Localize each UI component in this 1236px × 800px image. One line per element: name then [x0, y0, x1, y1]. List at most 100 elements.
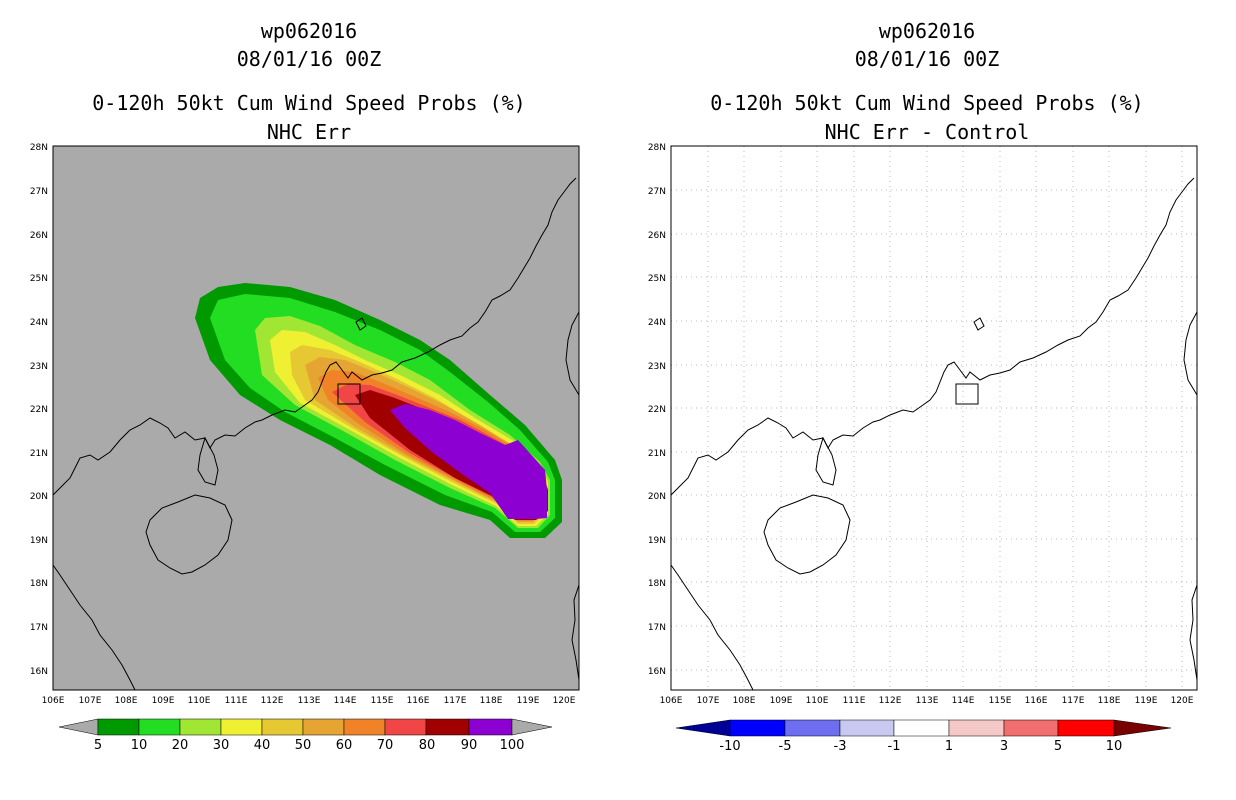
vietnam-coastline: [670, 564, 754, 691]
lon-label: 116E: [407, 696, 430, 706]
colorbar-label: 5: [94, 738, 102, 753]
lat-label: 18N: [30, 579, 48, 589]
lat-label: 26N: [30, 231, 48, 241]
left-product-title: 0-120h 50kt Cum Wind Speed Probs (%): [92, 91, 526, 115]
colorbar-label: 5: [1054, 739, 1062, 754]
leizhou-peninsula: [815, 436, 837, 486]
colorbar-label: 50: [295, 738, 312, 753]
lat-label: 21N: [30, 449, 48, 459]
lon-label: 118E: [480, 696, 503, 706]
colorbar-label: -3: [834, 739, 847, 754]
lat-label: 16N: [648, 667, 666, 677]
left-map: 28N 27N 26N 25N 24N 23N 22N 21N 20N 19N …: [30, 143, 580, 753]
lon-label: 119E: [1135, 696, 1158, 706]
colorbar-swatch: [302, 718, 345, 736]
leizhou-peninsula: [197, 436, 219, 486]
colorbar-swatch: [179, 718, 222, 736]
lon-label: 115E: [989, 696, 1012, 706]
lon-label: 117E: [1062, 696, 1085, 706]
lon-label: 108E: [115, 696, 138, 706]
lat-label: 19N: [648, 536, 666, 546]
colorbar-swatch: [893, 719, 950, 737]
lon-label: 107E: [79, 696, 102, 706]
colorbar-low-arrow: [58, 718, 99, 736]
hong-kong-box: [337, 383, 361, 405]
wind-probability-swath: [195, 283, 562, 538]
china-coastline: [670, 177, 1195, 496]
taiwan-coast: [565, 311, 580, 396]
left-coastlines: [52, 177, 580, 691]
lat-label: 23N: [30, 362, 48, 372]
colorbar-label: 80: [419, 738, 436, 753]
left-subtitle: NHC Err: [266, 120, 352, 144]
lon-label: 111E: [843, 696, 866, 706]
island-small: [355, 317, 367, 331]
lon-label: 114E: [952, 696, 975, 706]
lat-label: 22N: [30, 405, 48, 415]
colorbar-swatch: [138, 718, 181, 736]
lon-label: 113E: [298, 696, 321, 706]
lat-label: 26N: [648, 231, 666, 241]
lat-label: 27N: [648, 187, 666, 197]
lat-label: 20N: [648, 492, 666, 502]
lat-label: 17N: [30, 623, 48, 633]
lon-label: 116E: [1025, 696, 1048, 706]
colorbar-label: 1: [945, 739, 953, 754]
hong-kong-box: [955, 383, 979, 405]
lon-label: 118E: [1098, 696, 1121, 706]
lon-label: 109E: [770, 696, 793, 706]
right-subtitle: NHC Err - Control: [824, 120, 1030, 144]
lon-label: 109E: [152, 696, 175, 706]
lon-label: 112E: [879, 696, 902, 706]
colorbar-label: 10: [131, 738, 148, 753]
lat-label: 25N: [30, 274, 48, 284]
lon-label: 117E: [444, 696, 467, 706]
colorbar-swatch: [97, 718, 140, 736]
lon-label: 106E: [660, 696, 683, 706]
vietnam-coastline: [52, 564, 136, 691]
left-colorbar: 5 10 20 30 40 50 60 70 80 90 100: [58, 718, 553, 753]
lon-label: 110E: [806, 696, 829, 706]
colorbar-swatch: [384, 718, 427, 736]
right-colorbar: -10 -5 -3 -1 1 3 5 10: [675, 719, 1172, 754]
right-panel: wp062016 08/01/16 00Z 0-120h 50kt Cum Wi…: [618, 0, 1236, 800]
colorbar-label: 30: [213, 738, 230, 753]
colorbar-swatch: [468, 718, 513, 736]
right-map-background: [671, 146, 1197, 690]
lat-label: 21N: [648, 449, 666, 459]
lat-label: 17N: [648, 623, 666, 633]
lon-label: 113E: [916, 696, 939, 706]
colorbar-swatch: [1057, 719, 1115, 737]
right-product-title: 0-120h 50kt Cum Wind Speed Probs (%): [710, 91, 1144, 115]
colorbar-swatch: [261, 718, 304, 736]
left-panel: wp062016 08/01/16 00Z 0-120h 50kt Cum Wi…: [30, 19, 580, 753]
left-map-frame: [52, 145, 580, 691]
colorbar-label: 100: [500, 738, 525, 753]
lon-label: 114E: [334, 696, 357, 706]
lon-label: 107E: [697, 696, 720, 706]
hainan-island: [763, 494, 851, 575]
colorbar-label: 40: [254, 738, 271, 753]
lat-label: 18N: [648, 579, 666, 589]
lon-label: 108E: [733, 696, 756, 706]
lat-label: 23N: [648, 362, 666, 372]
left-lat-labels: 28N 27N 26N 25N 24N 23N 22N 21N 20N 19N …: [30, 143, 48, 677]
colorbar-swatch: [220, 718, 263, 736]
colorbar-label: 3: [1000, 739, 1008, 754]
luzon-coast: [1189, 584, 1198, 681]
colorbar-label: 90: [461, 738, 478, 753]
colorbar-swatch: [839, 719, 895, 737]
lat-label: 20N: [30, 492, 48, 502]
taiwan-coast: [1183, 311, 1198, 396]
lat-label: 24N: [648, 318, 666, 328]
right-map-grid: [671, 146, 1197, 690]
right-map-frame: [670, 145, 1198, 691]
colorbar-high-arrow: [1113, 719, 1172, 737]
lon-label: 120E: [1171, 696, 1194, 706]
lon-label: 119E: [517, 696, 540, 706]
china-coastline: [52, 177, 577, 496]
lon-label: 112E: [261, 696, 284, 706]
right-lon-labels: 106E 107E 108E 109E 110E 111E 112E 113E …: [660, 696, 1194, 706]
colorbar-swatch: [343, 718, 386, 736]
lat-label: 25N: [648, 274, 666, 284]
